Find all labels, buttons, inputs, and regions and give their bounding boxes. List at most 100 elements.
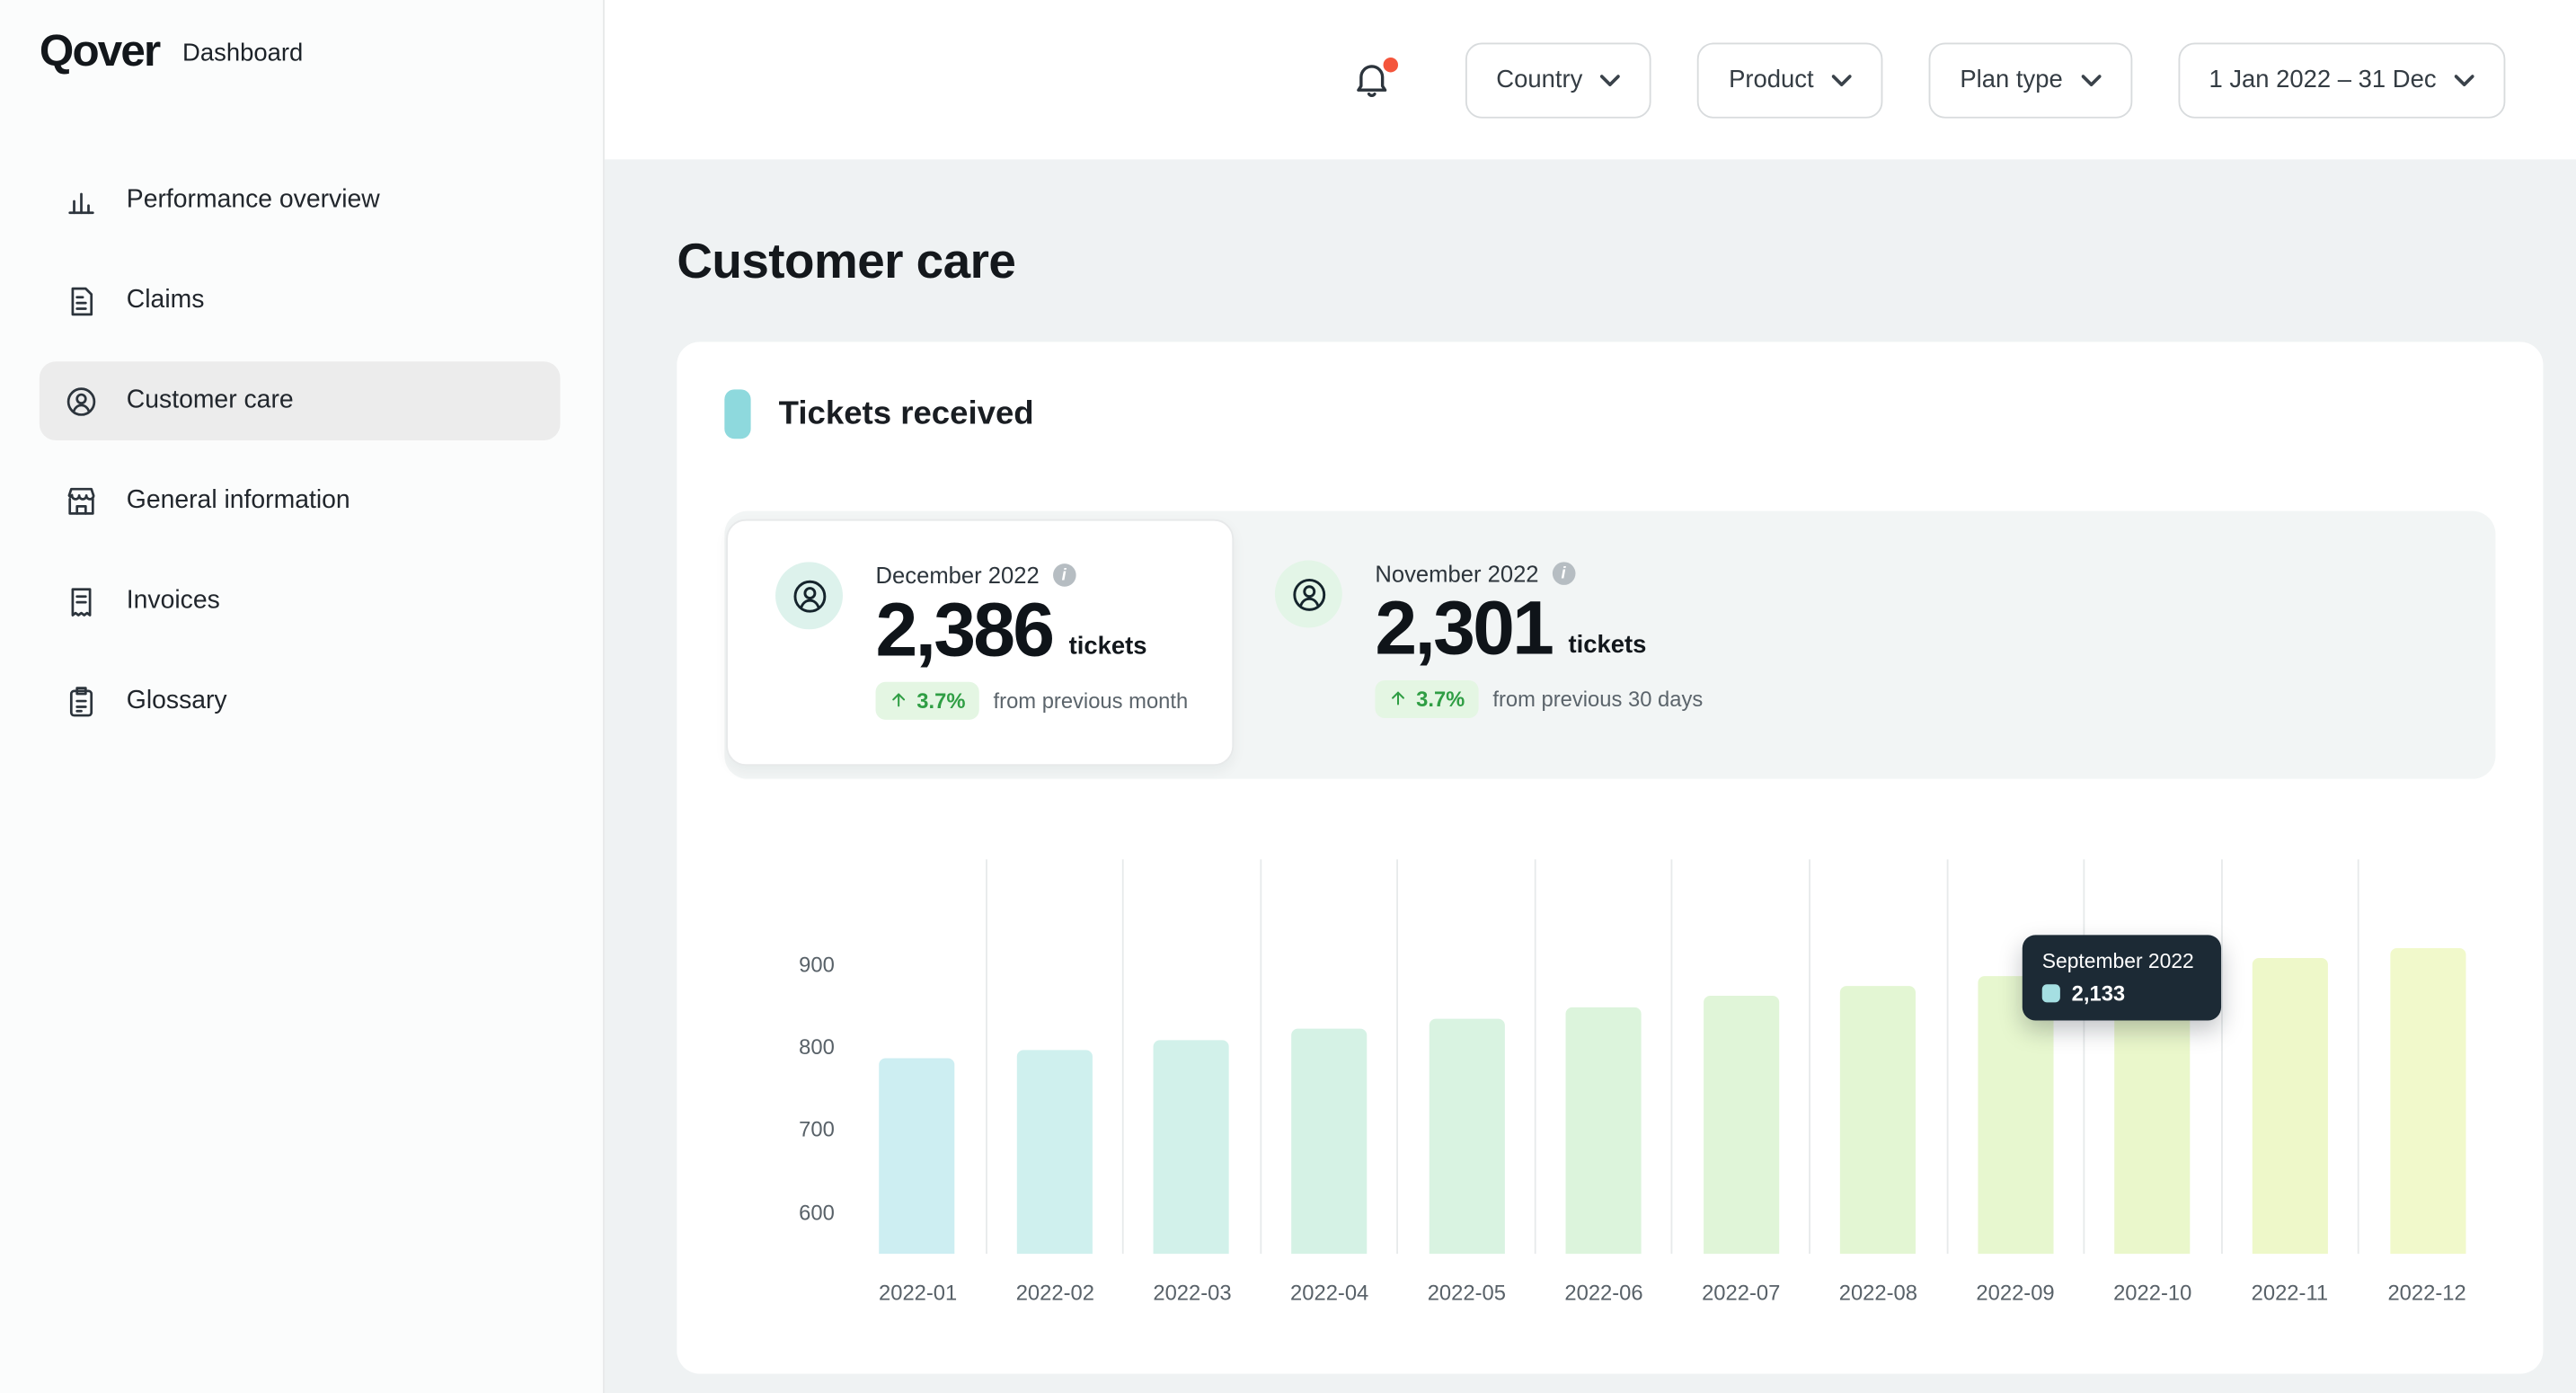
x-axis-label: 2022-10 — [2113, 1280, 2192, 1305]
notification-alert-dot — [1383, 57, 1398, 72]
x-axis-label: 2022-08 — [1838, 1280, 1917, 1305]
tooltip-title: September 2022 — [2041, 949, 2194, 973]
sidebar-item-general-information[interactable]: General information — [40, 462, 561, 541]
x-axis-label: 2022-01 — [879, 1280, 958, 1305]
sidebar-item-claims[interactable]: Claims — [40, 262, 561, 341]
section-accent-marker — [724, 389, 751, 439]
x-axis-label: 2022-07 — [1702, 1280, 1781, 1305]
chart-column-2022-01[interactable] — [849, 859, 987, 1255]
chart-bar-2022-12[interactable] — [2389, 948, 2465, 1255]
tooltip-series-swatch — [2041, 984, 2060, 1003]
y-axis: 600 700 800 900 — [724, 859, 849, 1254]
x-axis-label: 2022-03 — [1153, 1280, 1232, 1305]
sidebar-item-label: General information — [126, 486, 350, 515]
x-axis-label: 2022-12 — [2387, 1280, 2466, 1305]
chart-bar-2022-05[interactable] — [1429, 1018, 1505, 1255]
section-header: Tickets received — [724, 389, 2495, 439]
chart-bar-2022-09[interactable] — [1978, 976, 2054, 1255]
chart-bar-2022-02[interactable] — [1016, 1050, 1093, 1255]
x-axis-label: 2022-09 — [1976, 1280, 2055, 1305]
chart-bar-2022-04[interactable] — [1291, 1028, 1368, 1255]
chart-bar-2022-03[interactable] — [1154, 1040, 1230, 1255]
sidebar-item-label: Glossary — [126, 687, 227, 715]
chevron-down-icon — [2454, 73, 2474, 86]
sidebar-item-performance-overview[interactable]: Performance overview — [40, 161, 561, 240]
glossary-clipboard-icon — [62, 684, 98, 720]
country-filter-dropdown[interactable]: Country — [1465, 41, 1652, 118]
tooltip-value: 2,133 — [2071, 980, 2126, 1007]
date-range-filter-dropdown[interactable]: 1 Jan 2022 – 31 Dec — [2177, 41, 2506, 118]
x-axis: 2022-01 2022-02 2022-03 2022-04 2022-05 2022-… — [849, 1280, 2495, 1304]
x-axis-label: 2022-06 — [1564, 1280, 1643, 1305]
logo: Qover Dashboard — [0, 0, 603, 82]
stat-body: December 2022 i 2,386 tickets 3.7% — [875, 562, 1188, 720]
chart-column-2022-09[interactable] — [1948, 859, 2085, 1255]
y-axis-label: 700 — [799, 1117, 835, 1142]
chart-column-2022-03[interactable] — [1124, 859, 1261, 1255]
person-avatar-icon — [1274, 560, 1342, 628]
stats-panel: December 2022 i 2,386 tickets 3.7% — [724, 510, 2496, 779]
up-arrow-icon — [1392, 692, 1404, 705]
chart-bar-2022-11[interactable] — [2252, 957, 2329, 1255]
x-axis-label: 2022-11 — [2251, 1280, 2329, 1305]
chart-column-2022-06[interactable] — [1536, 859, 1674, 1255]
stat-november: November 2022 i 2,301 tickets 3.7% — [1274, 560, 1704, 718]
chart-column-2022-04[interactable] — [1261, 859, 1399, 1255]
delta-badge: 3.7% — [1375, 679, 1478, 718]
up-arrow-icon — [892, 693, 906, 707]
x-axis-label: 2022-05 — [1427, 1280, 1506, 1305]
chart-bar-2022-07[interactable] — [1703, 996, 1779, 1255]
country-filter-label: Country — [1496, 66, 1583, 94]
product-filter-dropdown[interactable]: Product — [1697, 41, 1883, 118]
stat-card-december: December 2022 i 2,386 tickets 3.7% — [726, 519, 1235, 767]
y-axis-label: 900 — [799, 951, 835, 977]
tickets-bar-chart: 600 700 800 900 September 2022 2,133 2022-0… — [724, 859, 2495, 1305]
notification-bell-icon[interactable] — [1350, 57, 1398, 102]
stat-value: 2,386 — [875, 586, 1056, 672]
plan-type-filter-dropdown[interactable]: Plan type — [1928, 41, 2132, 118]
chart-bar-2022-06[interactable] — [1565, 1007, 1642, 1255]
chart-column-2022-07[interactable] — [1673, 859, 1811, 1255]
chart-bar-2022-01[interactable] — [879, 1058, 955, 1255]
chart-column-2022-11[interactable] — [2222, 859, 2360, 1255]
stat-body: November 2022 i 2,301 tickets 3.7% — [1375, 560, 1704, 718]
sidebar-nav: Performance overview Claims Customer car… — [0, 161, 603, 741]
tickets-received-card: Tickets received December 2022 i — [677, 342, 2544, 1374]
plan-type-filter-label: Plan type — [1960, 66, 2063, 94]
sidebar-item-glossary[interactable]: Glossary — [40, 662, 561, 741]
sidebar-item-label: Customer care — [126, 386, 294, 414]
sidebar-item-customer-care[interactable]: Customer care — [39, 361, 561, 441]
product-filter-label: Product — [1729, 66, 1814, 94]
x-axis-label: 2022-02 — [1015, 1280, 1094, 1305]
info-icon[interactable]: i — [1552, 562, 1575, 585]
x-axis-label: 2022-04 — [1290, 1280, 1369, 1305]
stat-unit: tickets — [1068, 632, 1147, 661]
logo-suffix-label: Dashboard — [182, 39, 304, 67]
sidebar-item-label: Performance overview — [126, 185, 380, 214]
chart-column-2022-02[interactable] — [987, 859, 1124, 1255]
chart-bar-2022-08[interactable] — [1840, 986, 1917, 1255]
person-avatar-icon — [775, 562, 843, 630]
date-range-label: 1 Jan 2022 – 31 Dec — [2209, 66, 2437, 94]
delta-note: from previous 30 days — [1492, 686, 1704, 712]
stat-period: November 2022 — [1375, 560, 1539, 587]
delta-value: 3.7% — [916, 688, 966, 713]
chart-column-2022-05[interactable] — [1399, 859, 1536, 1255]
stat-value: 2,301 — [1375, 584, 1554, 671]
chevron-down-icon — [2080, 73, 2101, 86]
chevron-down-icon — [1831, 73, 1852, 86]
info-icon[interactable]: i — [1052, 563, 1076, 587]
qover-logo: Qover — [39, 25, 161, 75]
sidebar-item-label: Invoices — [126, 586, 220, 615]
chart-column-2022-08[interactable] — [1810, 859, 1948, 1255]
chart-tooltip: September 2022 2,133 — [2022, 935, 2222, 1021]
delta-badge: 3.7% — [875, 681, 979, 720]
person-circle-icon — [62, 383, 98, 419]
y-axis-label: 800 — [799, 1034, 835, 1060]
chart-column-2022-12[interactable] — [2359, 859, 2495, 1255]
y-axis-label: 600 — [799, 1200, 835, 1225]
stat-december: December 2022 i 2,386 tickets 3.7% — [775, 562, 1232, 720]
sidebar-item-invoices[interactable]: Invoices — [40, 562, 561, 641]
chart-column-2022-10[interactable] — [2085, 859, 2223, 1255]
